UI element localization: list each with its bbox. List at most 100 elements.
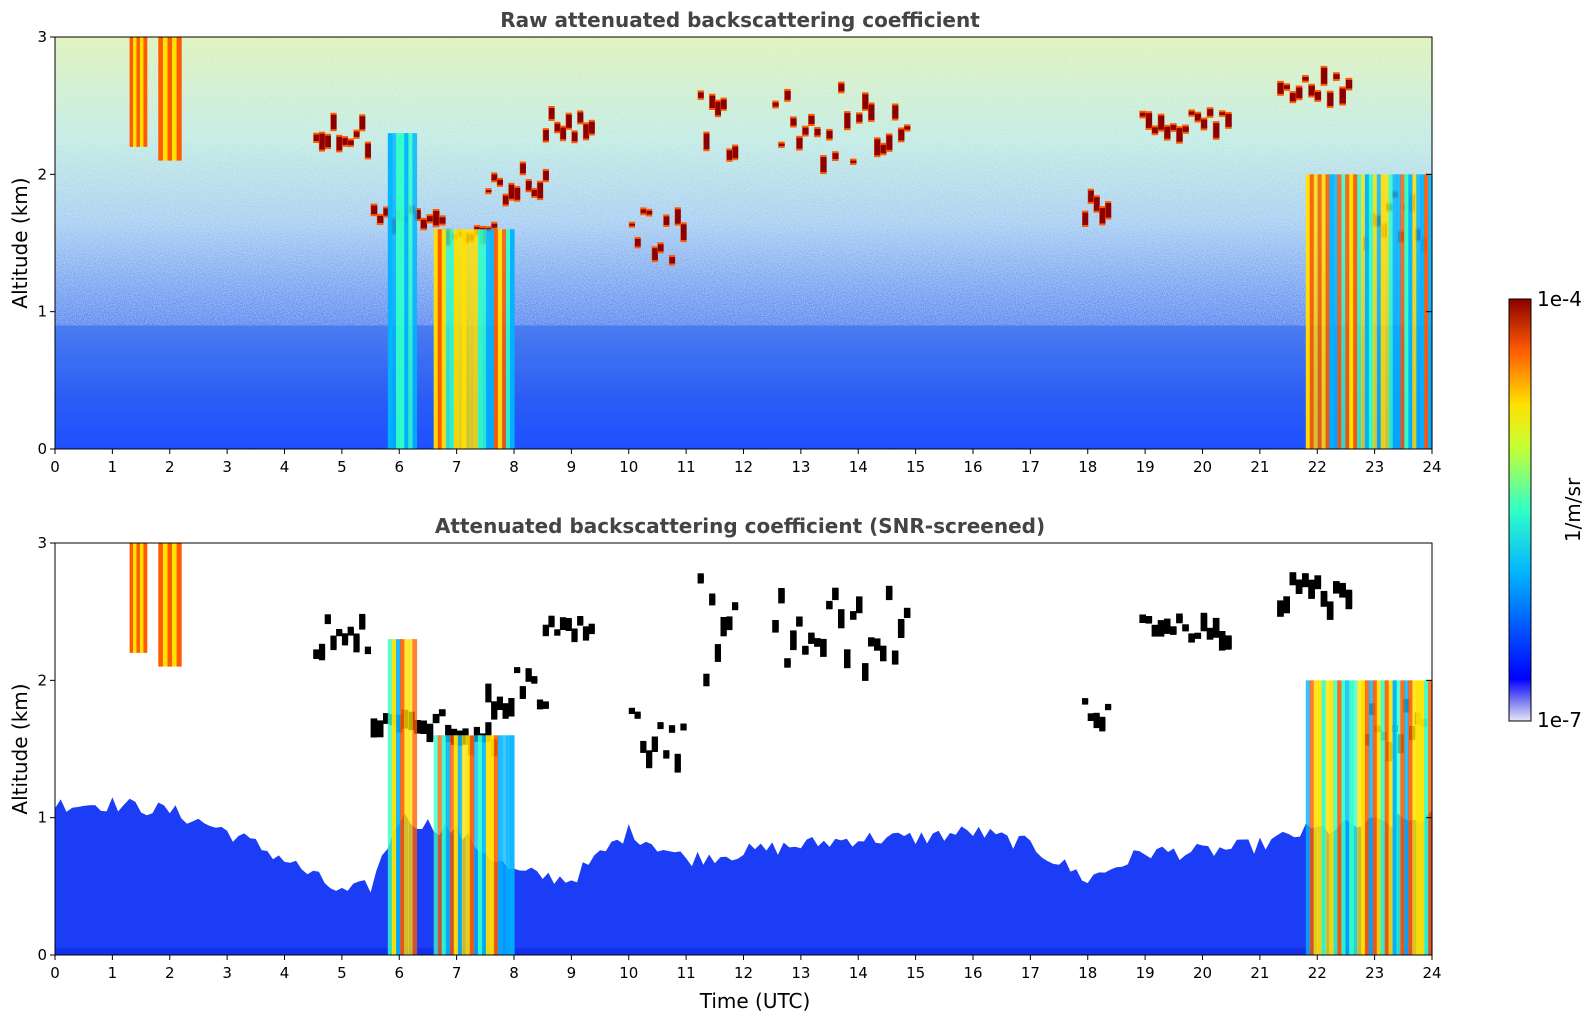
y-tick-label: 1	[37, 809, 47, 827]
precipitation-streak	[1372, 680, 1378, 955]
cloud-core	[371, 720, 378, 736]
cloud-core	[814, 640, 821, 645]
cloud-core	[1321, 67, 1328, 84]
cloud-core	[577, 112, 584, 123]
cloud-core	[583, 124, 590, 139]
x-tick-label: 23	[1365, 458, 1384, 476]
cloud-core	[726, 150, 733, 160]
cloud-core	[1088, 190, 1094, 202]
cloud-core	[445, 726, 452, 740]
precipitation-streak	[412, 133, 418, 449]
cloud-core	[784, 660, 791, 666]
precipitation-streak	[1305, 680, 1311, 955]
virga-streak	[167, 543, 173, 667]
cloud-core	[1176, 615, 1183, 622]
cloud-core	[577, 618, 584, 624]
cloud-core	[1105, 705, 1112, 709]
x-tick-label: 6	[394, 964, 404, 982]
cloud-core	[514, 187, 521, 200]
precipitation-streak	[497, 229, 503, 449]
cloud-core	[1082, 212, 1089, 225]
precipitation-streak	[412, 639, 418, 955]
precipitation-streak	[1420, 680, 1425, 955]
precipitation-streak	[1400, 174, 1405, 450]
precipitation-streak	[1361, 174, 1366, 450]
cloud-core	[657, 724, 664, 728]
precipitation-streak	[1353, 680, 1358, 955]
precipitation-streak	[1380, 174, 1386, 450]
colorbar-min-label: 1e-7	[1537, 708, 1582, 732]
x-tick-label: 16	[963, 458, 982, 476]
cloud-core	[1283, 85, 1290, 89]
cloud-core	[1201, 119, 1208, 129]
x-tick-label: 4	[280, 964, 290, 982]
virga-streak	[176, 543, 182, 667]
x-tick-label: 3	[222, 458, 232, 476]
cloud-core	[892, 105, 899, 119]
cloud-core	[721, 99, 727, 109]
cloud-core	[1094, 714, 1100, 727]
cloud-core	[531, 678, 538, 682]
cloud-core	[1308, 85, 1315, 96]
precipitation-streak	[408, 133, 413, 449]
cloud-core	[646, 752, 653, 767]
cloud-core	[1170, 628, 1177, 633]
cloud-core	[886, 135, 893, 150]
x-tick-label: 8	[509, 458, 519, 476]
cloud-core	[802, 647, 809, 653]
x-tick-label: 13	[791, 964, 810, 982]
x-tick-label: 18	[1078, 458, 1097, 476]
precipitation-streak	[481, 735, 487, 955]
precipitation-streak	[433, 229, 439, 449]
precipitation-streak	[1412, 680, 1417, 955]
precipitation-streak	[1408, 174, 1413, 450]
x-tick-label: 8	[509, 964, 519, 982]
cloud-core	[709, 595, 716, 604]
virga-streak	[172, 543, 178, 667]
panel1-title: Raw attenuated backscattering coefficien…	[500, 8, 980, 32]
cloud-core	[715, 646, 721, 660]
precipitation-streak	[1353, 174, 1358, 450]
cloud-core	[503, 705, 509, 717]
screened-backscatter-heatmap	[55, 543, 1433, 955]
cloud-core	[802, 127, 809, 135]
precipitation-streak	[489, 735, 495, 955]
cloud-core	[560, 127, 567, 140]
cloud-core	[526, 181, 532, 191]
precipitation-streak	[1357, 680, 1362, 955]
surface-layer	[55, 948, 1432, 955]
panel2-title: Attenuated backscattering coefficient (S…	[435, 514, 1045, 538]
precipitation-streak	[465, 229, 471, 449]
cloud-core	[652, 248, 658, 261]
y-tick-label: 3	[37, 534, 47, 552]
cloud-core	[886, 587, 893, 599]
cloud-core	[1339, 584, 1346, 596]
cloud-core	[474, 728, 480, 740]
cloud-core	[491, 223, 498, 228]
precipitation-streak	[1317, 174, 1323, 450]
x-tick-label: 11	[677, 964, 696, 982]
cloud-core	[1225, 113, 1232, 127]
precipitation-streak	[400, 639, 405, 955]
cloud-core	[1105, 203, 1112, 218]
cloud-core	[856, 114, 863, 122]
cloud-core	[698, 575, 704, 582]
virga-streak	[143, 543, 148, 653]
x-tick-label: 17	[1021, 964, 1040, 982]
cloud-core	[336, 631, 343, 635]
cloud-core	[325, 135, 331, 148]
precipitation-streak	[1364, 680, 1370, 955]
cloud-core	[904, 609, 911, 616]
precipitation-streak	[1349, 680, 1354, 955]
cloud-core	[1088, 715, 1094, 719]
y-tick-label: 0	[37, 946, 47, 964]
cloud-core	[1094, 197, 1100, 211]
cloud-core	[414, 210, 421, 220]
precipitation-streak	[502, 229, 507, 449]
panel1-y-ticks: 0 1 2 3	[37, 28, 1432, 458]
precipitation-streak	[441, 735, 447, 955]
precipitation-streak	[1349, 174, 1354, 450]
virga-streak	[158, 37, 164, 161]
cloud-core	[313, 651, 320, 657]
precipitation-streak	[449, 735, 455, 955]
